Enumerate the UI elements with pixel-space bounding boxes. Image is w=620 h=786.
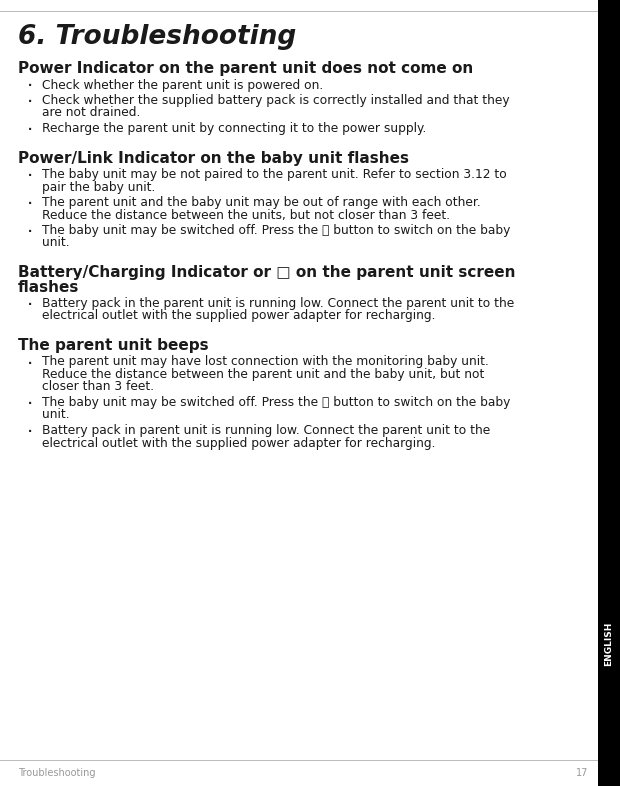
Text: unit.: unit. [42,409,69,421]
Text: flashes: flashes [18,280,79,295]
Text: ·: · [27,296,33,315]
Text: ·: · [27,423,33,442]
Text: Battery pack in the parent unit is running low. Connect the parent unit to the: Battery pack in the parent unit is runni… [42,297,514,310]
Text: 17: 17 [575,768,588,778]
Text: are not drained.: are not drained. [42,106,140,119]
Text: Power Indicator on the parent unit does not come on: Power Indicator on the parent unit does … [18,61,473,76]
Text: ENGLISH: ENGLISH [604,622,614,666]
Text: The baby unit may be not paired to the parent unit. Refer to section 3.12 to: The baby unit may be not paired to the p… [42,168,507,181]
Text: Battery pack in parent unit is running low. Connect the parent unit to the: Battery pack in parent unit is running l… [42,424,490,437]
Text: closer than 3 feet.: closer than 3 feet. [42,380,154,394]
Text: Check whether the parent unit is powered on.: Check whether the parent unit is powered… [42,79,323,91]
Text: 6. Troubleshooting: 6. Troubleshooting [18,24,296,50]
Text: Check whether the supplied battery pack is correctly installed and that they: Check whether the supplied battery pack … [42,94,510,107]
Text: ·: · [27,121,33,140]
Text: Reduce the distance between the parent unit and the baby unit, but not: Reduce the distance between the parent u… [42,368,484,381]
Text: The parent unit beeps: The parent unit beeps [18,338,208,353]
Text: The baby unit may be switched off. Press the ⏻ button to switch on the baby: The baby unit may be switched off. Press… [42,224,510,237]
Text: The baby unit may be switched off. Press the ⏻ button to switch on the baby: The baby unit may be switched off. Press… [42,396,510,409]
Text: ·: · [27,354,33,373]
Text: ·: · [27,78,33,97]
Text: ·: · [27,395,33,414]
Text: unit.: unit. [42,237,69,249]
Text: ·: · [27,223,33,242]
Text: ·: · [27,167,33,186]
Bar [598,0,620,786]
Text: Reduce the distance between the units, but not closer than 3 feet.: Reduce the distance between the units, b… [42,208,450,222]
Text: pair the baby unit.: pair the baby unit. [42,181,156,193]
Text: ·: · [27,195,33,214]
Text: electrical outlet with the supplied power adapter for recharging.: electrical outlet with the supplied powe… [42,436,435,450]
Text: Troubleshooting: Troubleshooting [18,768,95,778]
Text: The parent unit may have lost connection with the monitoring baby unit.: The parent unit may have lost connection… [42,355,489,369]
Text: Power/Link Indicator on the baby unit flashes: Power/Link Indicator on the baby unit fl… [18,150,409,166]
Text: Battery/Charging Indicator or □ on the parent unit screen: Battery/Charging Indicator or □ on the p… [18,265,515,280]
Text: Recharge the parent unit by connecting it to the power supply.: Recharge the parent unit by connecting i… [42,122,427,135]
Text: The parent unit and the baby unit may be out of range with each other.: The parent unit and the baby unit may be… [42,196,481,209]
Text: ·: · [27,93,33,112]
Text: electrical outlet with the supplied power adapter for recharging.: electrical outlet with the supplied powe… [42,310,435,322]
